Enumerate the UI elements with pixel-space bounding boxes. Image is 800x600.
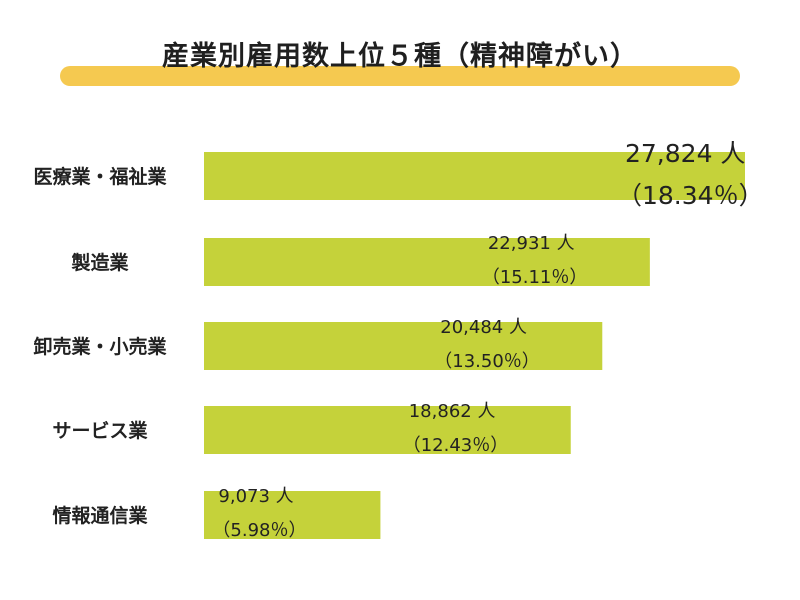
- title-highlight-bar: [60, 66, 740, 86]
- chart-title: 産業別雇用数上位５種（精神障がい）: [162, 41, 638, 72]
- category-label-1: 製造業: [70, 251, 129, 274]
- category-label-0: 医療業・福祉業: [33, 165, 167, 188]
- percent-label-1: （15.11％）: [482, 267, 588, 288]
- percent-label-3: （12.43％）: [403, 435, 509, 456]
- percent-label-2: （13.50％）: [434, 351, 540, 372]
- percent-label-4: （5.98％）: [212, 520, 306, 541]
- bar-3: [204, 406, 571, 454]
- value-label-1: 22,931 人: [488, 233, 575, 254]
- value-label-2: 20,484 人: [440, 317, 527, 338]
- category-label-4: 情報通信業: [52, 504, 148, 527]
- value-label-4: 9,073 人: [218, 486, 293, 507]
- percent-label-0: （18.34％）: [617, 181, 764, 210]
- category-label-2: 卸売業・小売業: [33, 335, 167, 358]
- value-label-3: 18,862 人: [409, 401, 496, 422]
- category-label-3: サービス業: [52, 419, 148, 442]
- bar-4: [204, 491, 381, 539]
- bar-1: [204, 238, 650, 286]
- bar-2: [204, 322, 603, 370]
- bar-0: [204, 152, 745, 200]
- value-label-0: 27,824 人: [625, 139, 745, 168]
